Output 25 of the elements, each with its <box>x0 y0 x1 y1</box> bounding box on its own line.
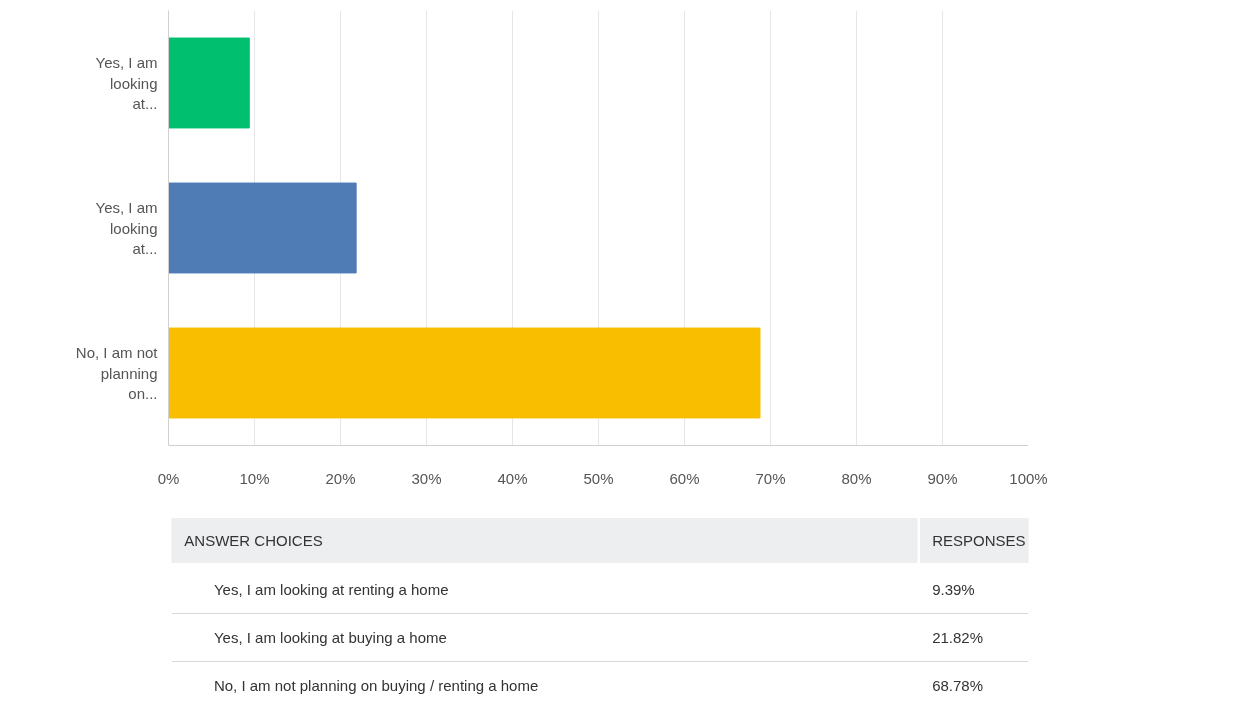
y-tick-label: Yes, I am looking at... <box>95 199 158 257</box>
y-tick-label: Yes, I am looking at... <box>95 54 158 112</box>
x-tick-label: 40% <box>497 469 528 487</box>
text: No, I am not planning on buying / renting a home <box>213 677 539 694</box>
text: Yes, I am looking at renting a home <box>213 581 449 598</box>
text: 68.78% <box>932 677 984 694</box>
text: 21.82% <box>932 629 984 646</box>
x-tick-label: 80% <box>841 469 872 487</box>
bar <box>168 327 761 419</box>
x-tick-label: 50% <box>583 469 614 487</box>
bar <box>168 182 357 274</box>
text: Yes, I am looking at buying a home <box>213 629 447 646</box>
x-tick-label: 20% <box>325 469 356 487</box>
x-tick-label: 70% <box>755 469 786 487</box>
x-tick-label: 10% <box>239 469 270 487</box>
bar <box>168 37 250 129</box>
x-tick-label: 30% <box>411 469 442 487</box>
text: ANSWER CHOICES <box>184 532 323 549</box>
x-tick-label: 0% <box>157 469 180 487</box>
x-tick-label: 60% <box>669 469 700 487</box>
x-tick-label: 90% <box>927 469 958 487</box>
y-tick-label: No, I am not planning on... <box>75 344 159 402</box>
x-tick-label: 100% <box>1009 469 1048 487</box>
text: RESPONSES <box>932 532 1026 549</box>
text: 9.39% <box>932 581 975 598</box>
